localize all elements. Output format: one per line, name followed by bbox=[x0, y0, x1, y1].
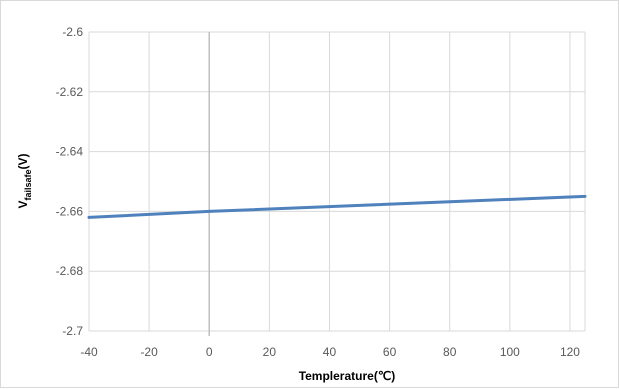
series-layer bbox=[87, 194, 587, 219]
x-tick-label: 60 bbox=[383, 345, 397, 359]
y-axis-title-main: V bbox=[16, 201, 30, 209]
x-tick-label: -20 bbox=[140, 345, 158, 359]
y-tick-label: -2.64 bbox=[56, 145, 84, 159]
grid bbox=[88, 31, 586, 336]
x-tick-label: 0 bbox=[206, 345, 213, 359]
y-tick-label: -2.6 bbox=[62, 25, 83, 39]
series-line bbox=[87, 194, 587, 219]
x-tick-label: 80 bbox=[443, 345, 457, 359]
tick-labels: -2.6 -2.62 -2.64 -2.66 -2.68 -2.7 -40 -20 0 20 40 6… bbox=[56, 25, 581, 359]
x-tick-label: 40 bbox=[323, 345, 337, 359]
x-axis-title: Templerature(℃) bbox=[299, 369, 396, 383]
x-tick-label: -40 bbox=[80, 345, 98, 359]
x-tick-label: 20 bbox=[263, 345, 277, 359]
y-axis-title: Vfailsafe(V) bbox=[16, 153, 33, 208]
y-tick-label: -2.7 bbox=[62, 324, 83, 338]
y-axis-title-tail: (V) bbox=[16, 153, 30, 169]
x-tick-label: 120 bbox=[560, 345, 580, 359]
y-tick-label: -2.68 bbox=[56, 264, 84, 278]
y-tick-label: -2.66 bbox=[56, 204, 84, 218]
y-tick-label: -2.62 bbox=[56, 85, 84, 99]
x-tick-label: 100 bbox=[500, 345, 520, 359]
y-axis-title-sub: failsafe bbox=[23, 169, 33, 200]
